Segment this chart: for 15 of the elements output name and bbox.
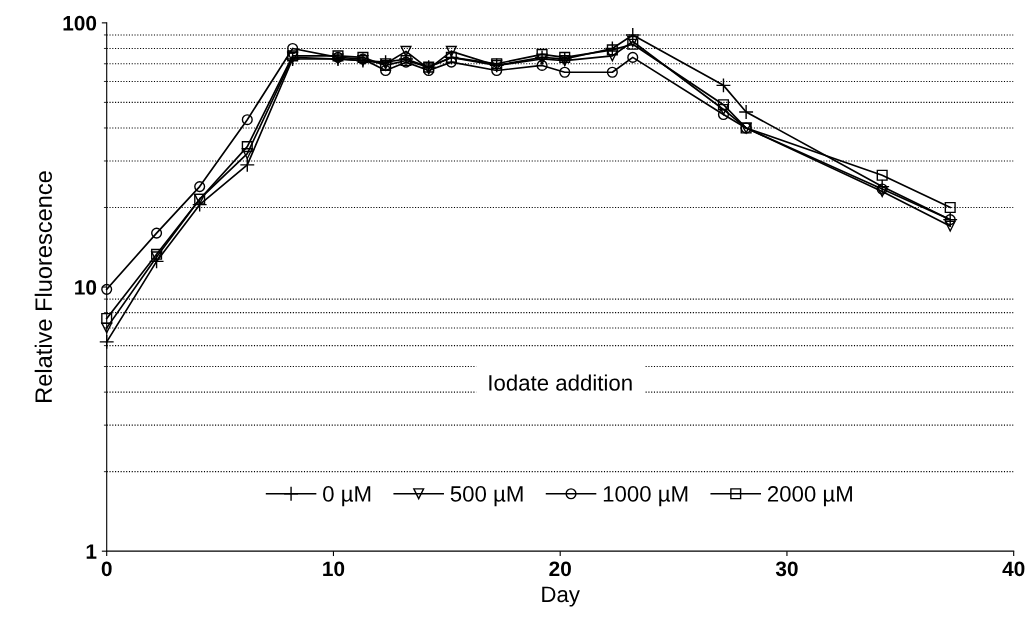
legend-label: 500 µM [450, 486, 523, 507]
x-tick-label: 0 [101, 561, 112, 577]
legend-label: 0 µM [323, 486, 371, 507]
x-tick-label: 10 [323, 561, 345, 577]
x-tick-label: 30 [775, 561, 798, 577]
x-axis-title: Day [542, 586, 580, 607]
x-tick-label: 20 [549, 561, 571, 577]
y-tick-label: 100 [63, 15, 97, 31]
y-tick-label: 1 [86, 544, 97, 559]
x-tick-label: 40 [1002, 561, 1025, 577]
legend-label: 1000 µM [603, 486, 688, 507]
annotation: Iodate addition [489, 374, 632, 391]
y-axis-title: Relative Fluorescence [34, 171, 52, 402]
y-tick-label: 10 [75, 280, 97, 295]
legend-label: 2000 µM [767, 486, 852, 507]
